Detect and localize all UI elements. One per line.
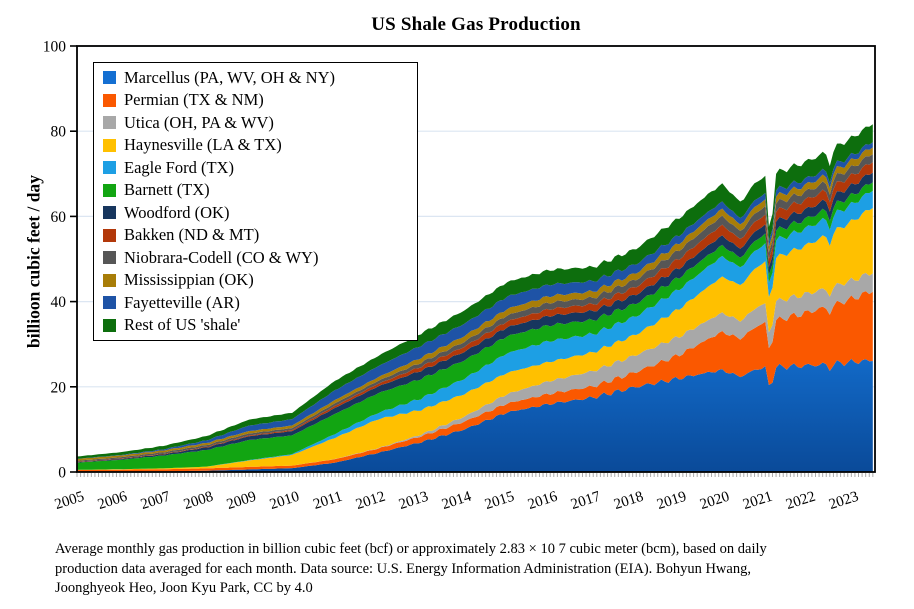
- chart-title: US Shale Gas Production: [371, 14, 581, 35]
- y-tick-label: 0: [58, 465, 66, 482]
- x-tick-label: 2018: [612, 489, 645, 513]
- legend-label: Fayetteville (AR): [124, 292, 240, 312]
- x-tick-label: 2011: [311, 489, 344, 513]
- x-tick-label: 2014: [440, 488, 474, 513]
- legend-item: Marcellus (PA, WV, OH & NY): [103, 67, 413, 89]
- legend-item: Niobrara-Codell (CO & WY): [103, 247, 413, 269]
- caption-line: production data averaged for each month.…: [55, 560, 751, 577]
- x-tick-label: 2016: [526, 488, 560, 513]
- legend-swatch-icon: [103, 206, 116, 220]
- x-tick-label: 2005: [53, 489, 86, 513]
- legend-item: Bakken (ND & MT): [103, 224, 413, 246]
- y-tick-label: 80: [51, 124, 67, 141]
- legend-swatch-icon: [103, 93, 116, 107]
- legend-swatch-icon: [103, 273, 116, 287]
- legend-item: Haynesville (LA & TX): [103, 134, 413, 156]
- legend-swatch-icon: [103, 116, 116, 130]
- legend-label: Bakken (ND & MT): [124, 225, 260, 245]
- x-tick-label: 2006: [96, 488, 130, 513]
- legend-swatch-icon: [103, 71, 116, 85]
- legend-item: Utica (OH, PA & WV): [103, 112, 413, 134]
- legend-item: Mississippian (OK): [103, 269, 413, 291]
- legend-swatch-icon: [103, 296, 116, 310]
- legend-label: Marcellus (PA, WV, OH & NY): [124, 67, 335, 87]
- y-tick-label: 60: [51, 209, 67, 226]
- legend-swatch-icon: [103, 251, 116, 265]
- y-tick-label: 40: [51, 294, 67, 311]
- legend-item: Barnett (TX): [103, 179, 413, 201]
- x-tick-label: 2022: [784, 489, 817, 513]
- x-tick-label: 2010: [268, 489, 301, 513]
- x-tick-label: 2007: [139, 488, 173, 513]
- area-series-Marcellus (PA, WV, OH & NY): [77, 358, 873, 472]
- legend-item: Eagle Ford (TX): [103, 157, 413, 179]
- y-tick-label: 100: [43, 39, 67, 56]
- legend-swatch-icon: [103, 183, 116, 197]
- legend-label: Mississippian (OK): [124, 270, 254, 290]
- legend-label: Niobrara-Codell (CO & WY): [124, 247, 319, 267]
- legend-label: Woodford (OK): [124, 202, 230, 222]
- legend-item: Rest of US 'shale': [103, 314, 413, 336]
- legend-label: Utica (OH, PA & WV): [124, 112, 274, 132]
- x-tick-label: 2009: [225, 489, 258, 513]
- x-tick-label: 2017: [569, 488, 603, 513]
- legend-label: Barnett (TX): [124, 180, 210, 200]
- caption-line: Joonghyeok Heo, Joon Kyu Park, CC by 4.0: [55, 580, 313, 597]
- legend-item: Woodford (OK): [103, 202, 413, 224]
- caption-line: Average monthly gas production in billio…: [55, 541, 767, 557]
- x-tick-label: 2023: [827, 489, 860, 513]
- legend-item: Permian (TX & NM): [103, 89, 413, 111]
- legend-label: Eagle Ford (TX): [124, 157, 234, 177]
- x-tick-label: 2021: [741, 489, 774, 513]
- legend-swatch-icon: [103, 161, 116, 175]
- caption: Average monthly gas production in billio…: [55, 540, 895, 599]
- legend-swatch-icon: [103, 138, 116, 152]
- legend-swatch-icon: [103, 228, 116, 242]
- legend-label: Rest of US 'shale': [124, 315, 241, 335]
- x-tick-label: 2012: [354, 489, 387, 513]
- x-tick-label: 2020: [698, 489, 731, 513]
- legend-swatch-icon: [103, 318, 116, 332]
- x-tick-label: 2015: [483, 489, 516, 513]
- x-tick-label: 2008: [182, 489, 215, 513]
- legend-label: Haynesville (LA & TX): [124, 135, 282, 155]
- legend-item: Fayetteville (AR): [103, 292, 413, 314]
- legend-label: Permian (TX & NM): [124, 90, 264, 110]
- plot-border: [76, 45, 876, 473]
- y-tick-label: 20: [51, 379, 67, 396]
- legend-box: Marcellus (PA, WV, OH & NY) Permian (TX &…: [93, 62, 418, 341]
- x-tick-label: 2019: [655, 489, 688, 513]
- x-tick-label: 2013: [397, 489, 430, 513]
